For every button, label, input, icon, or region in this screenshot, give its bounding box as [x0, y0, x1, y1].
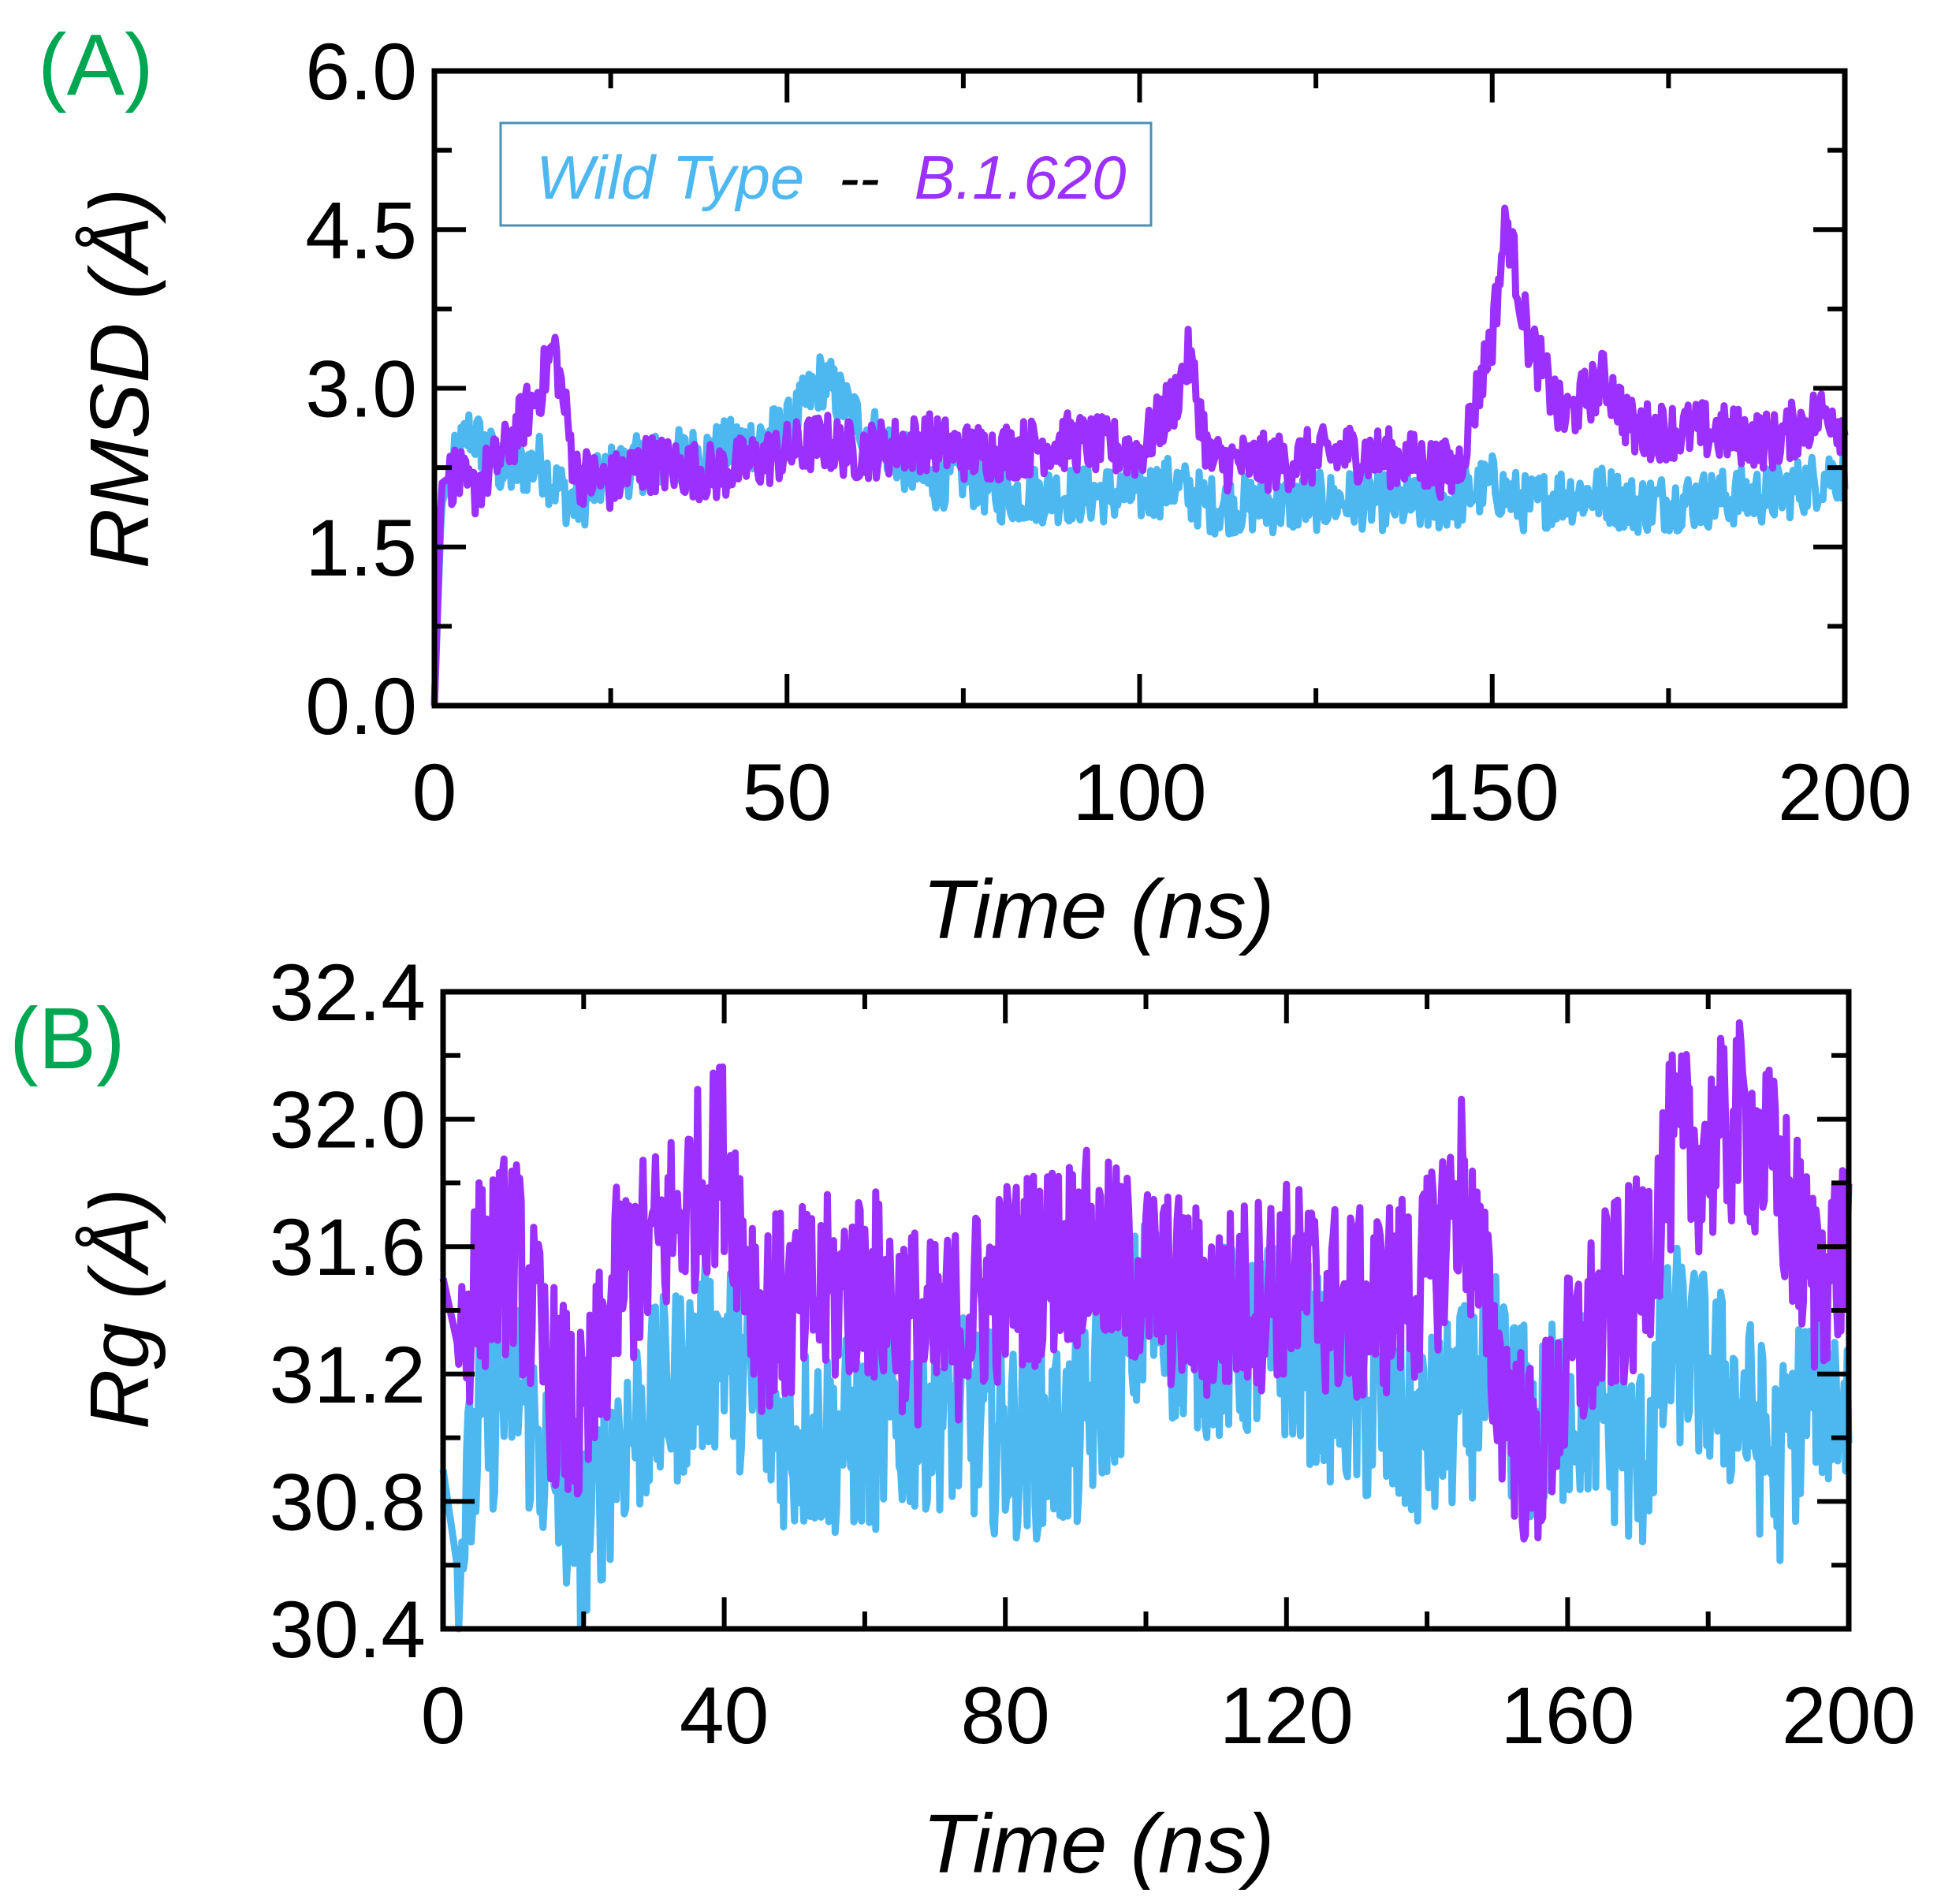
panel-a-rmsd-chart: (A) 0 50 100 150 200 0.0 1.5 3.0 4.5 6.0 Time (ns… — [38, 17, 1912, 956]
legend-frame — [499, 121, 1153, 227]
panel-b-ticks-group: 0 40 80 120 160 200 30.4 30.8 31.2 31.6 32.0 32.4 — [269, 948, 1916, 1761]
panel-b-series-b-1-620 — [439, 1019, 1853, 1543]
panel-b-series-group — [439, 1019, 1853, 1633]
legend-separator: -- — [839, 143, 880, 212]
panel-b-y-tick-label: 31.6 — [269, 1202, 426, 1292]
panel-a-x-tick-label: 200 — [1778, 747, 1912, 837]
panel-b-y-tick-label: 32.4 — [269, 948, 426, 1038]
svg-text:Wild Type -- B: Wild Type -- B.1.620 — [536, 143, 1126, 212]
panel-b-x-tick-label: 80 — [960, 1671, 1049, 1761]
panel-a-label: (A) — [38, 17, 154, 114]
panel-a-x-tick-label: 50 — [743, 747, 832, 837]
panel-a-x-tick-label: 100 — [1072, 747, 1206, 837]
panel-b-label: (B) — [9, 990, 125, 1087]
panel-b-rg-chart: (B) 0 40 80 120 160 200 30.4 30.8 31.2 31.6 32.0 32… — [9, 948, 1916, 1891]
panel-a-y-tick-label: 4.5 — [305, 185, 417, 275]
panel-b-x-axis-title: Time (ns) — [922, 1798, 1275, 1891]
legend-entry-wild-type: Wild Type — [536, 143, 804, 212]
panel-b-y-tick-label: 32.0 — [269, 1075, 426, 1165]
panel-a-ticks-group: 0 50 100 150 200 0.0 1.5 3.0 4.5 6.0 — [305, 27, 1912, 837]
panel-b-x-tick-label: 40 — [680, 1671, 769, 1761]
panel-a-x-tick-label: 150 — [1425, 747, 1559, 837]
panel-a-y-tick-label: 3.0 — [305, 345, 417, 434]
panel-a-x-axis-title: Time (ns) — [922, 863, 1275, 956]
panel-b-y-tick-label: 30.8 — [269, 1457, 426, 1547]
panel-a-y-tick-label: 0.0 — [305, 661, 417, 751]
panel-a-series-group — [430, 204, 1849, 706]
panel-a-series-b-1-620 — [430, 204, 1849, 706]
panel-b-x-tick-label: 120 — [1220, 1671, 1354, 1761]
legend-box: Wild Type -- B.1.620 — [499, 121, 1153, 227]
panel-a-y-tick-label: 6.0 — [305, 27, 417, 117]
panel-b-y-tick-label: 30.4 — [269, 1585, 426, 1675]
panel-b-x-tick-label: 0 — [421, 1671, 466, 1761]
panel-b-x-tick-label: 200 — [1782, 1671, 1916, 1761]
panel-b-y-axis-title: Rg (Å) — [73, 1188, 166, 1429]
panel-b-x-tick-label: 160 — [1500, 1671, 1634, 1761]
panel-a-x-tick-label: 0 — [412, 747, 457, 837]
panel-b-y-tick-label: 31.2 — [269, 1330, 426, 1420]
panel-a-y-axis-title: RMSD (Å) — [73, 188, 166, 569]
legend-entry-b1620: B.1.620 — [915, 143, 1127, 212]
panel-a-y-tick-label: 1.5 — [305, 503, 417, 593]
